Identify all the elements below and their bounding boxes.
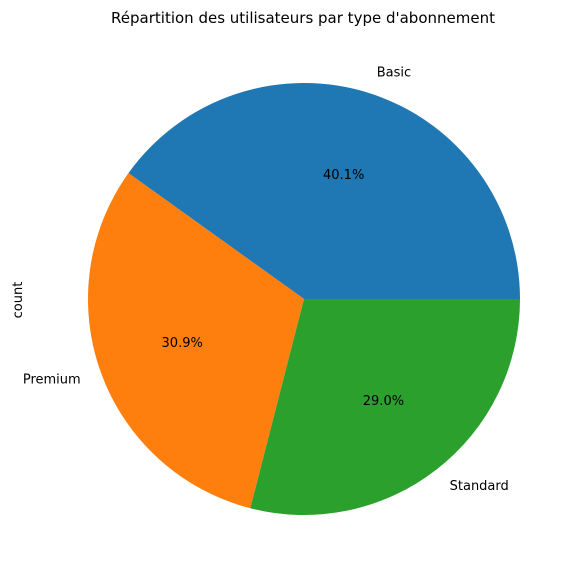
percent-label-standard: 29.0% (363, 394, 404, 409)
pie-labels: Basic 40.1% Premium 30.9% Standard 29.0% (23, 65, 509, 494)
category-label-standard: Standard (450, 479, 509, 494)
pie-slices (88, 82, 520, 515)
percent-label-premium: 30.9% (162, 336, 203, 351)
percent-label-basic: 40.1% (323, 168, 364, 183)
pie-slice-basic (128, 82, 520, 299)
pie-slice-premium (88, 173, 304, 509)
pie-slice-standard (250, 299, 520, 515)
category-label-premium: Premium (23, 373, 81, 388)
chart-title: Répartition des utilisateurs par type d'… (111, 9, 495, 27)
category-label-basic: Basic (377, 65, 411, 80)
y-axis-label: count (11, 282, 26, 319)
